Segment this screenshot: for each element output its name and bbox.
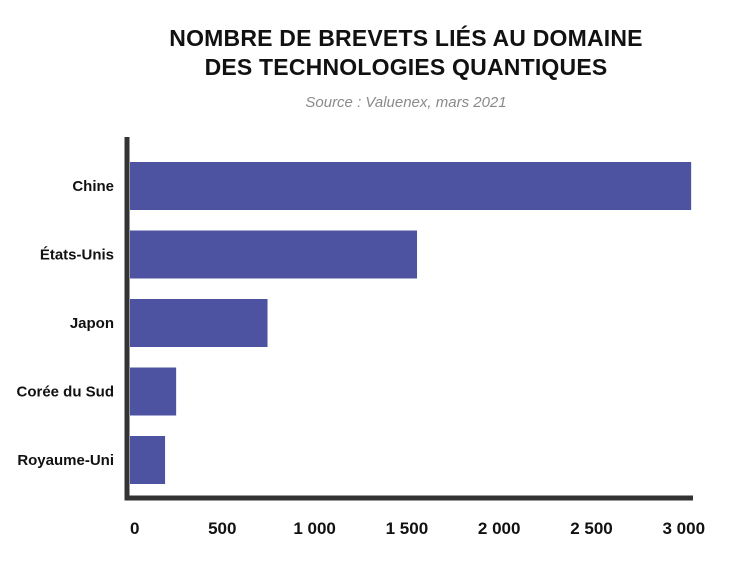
chart-title-line-1: NOMBRE DE BREVETS LIÉS AU DOMAINE <box>169 25 643 51</box>
bar-2 <box>130 299 268 347</box>
category-label-2: Japon <box>70 315 114 332</box>
category-label-1: États-Unis <box>40 247 114 264</box>
x-tick-label-5: 2 500 <box>570 519 613 538</box>
x-tick-label-3: 1 500 <box>386 519 429 538</box>
bar-4 <box>130 436 166 484</box>
category-label-3: Corée du Sud <box>16 384 114 401</box>
bars-group <box>130 162 692 484</box>
category-label-4: Royaume-Uni <box>17 452 114 469</box>
x-tick-labels-group: 0 500 1 000 1 500 2 000 2 500 3 000 <box>130 519 705 538</box>
chart-title-line-2: DES TECHNOLOGIES QUANTIQUES <box>204 54 608 80</box>
chart-title: NOMBRE DE BREVETS LIÉS AU DOMAINE DES TE… <box>0 24 750 82</box>
x-tick-label-2: 1 000 <box>293 519 336 538</box>
x-tick-label-0: 0 <box>130 519 139 538</box>
category-label-0: Chine <box>72 178 114 195</box>
x-tick-label-4: 2 000 <box>478 519 521 538</box>
bar-0 <box>130 162 692 210</box>
x-tick-label-6: 3 000 <box>662 519 705 538</box>
category-labels-group: Chine États-Unis Japon Corée du Sud Royaume-… <box>16 178 114 469</box>
bar-1 <box>130 230 418 279</box>
chart-source: Source : Valuenex, mars 2021 <box>305 94 507 111</box>
bar-3 <box>130 367 177 416</box>
x-tick-label-1: 500 <box>208 519 236 538</box>
